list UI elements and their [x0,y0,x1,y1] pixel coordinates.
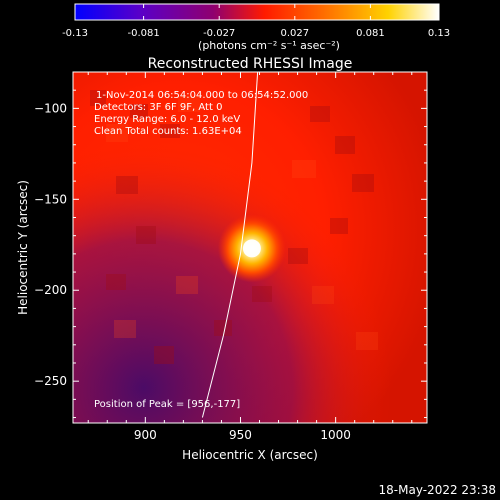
colorbar-ticks: -0.13 -0.081 -0.027 0.027 0.081 0.13 [62,4,450,39]
highlight-block [176,276,198,294]
highlight-block [106,124,128,142]
highlight-block [356,332,378,350]
heatmap-highlights [106,96,378,350]
highlight-block [292,160,316,178]
heatmap-texture [73,72,427,423]
annotation-block: 1-Nov-2014 06:54:04.000 to 06:54:52.000 … [94,90,308,137]
artifact-block [352,174,374,192]
plot-area: 900 950 1000 −100 −150 −200 −250 1-Nov-2014 06… [34,71,428,442]
annotation-detectors: Detectors: 3F 6F 9F, Att 0 [94,102,222,113]
highlight-block [312,286,334,304]
chart-title: Reconstructed RHESSI Image [148,56,353,72]
y-tick-label: −150 [34,192,67,206]
plot-frame [72,71,428,424]
y-tick-label: −250 [34,374,67,388]
x-tick-label: 900 [134,428,157,442]
artifact-block [335,136,355,154]
colorbar-tick-label: 0.081 [356,28,385,39]
flare-peak-core [242,239,261,258]
highlight-block [178,96,200,112]
highlight-block [114,320,136,338]
x-tick-label: 1000 [320,428,351,442]
annotation-time-range: 1-Nov-2014 06:54:04.000 to 06:54:52.000 [96,90,308,101]
solar-limb-line [201,72,259,418]
y-tick-label: −100 [34,101,67,115]
y-axis-label: Heliocentric Y (arcsec) [16,180,30,315]
artifact-block [116,176,138,194]
artifact-block [130,104,148,118]
artifact-block [214,320,232,336]
colorbar-tick-label: -0.13 [62,28,88,39]
x-tick-label: 950 [229,428,252,442]
heatmap-artifacts [90,90,374,364]
colorbar: -0.13 -0.081 -0.027 0.027 0.081 0.13 (photons… [62,3,450,52]
artifact-block [310,106,330,122]
colorbar-tick-label: 0.027 [280,28,309,39]
colorbar-tick-label: -0.081 [127,28,159,39]
colorbar-gradient [74,3,440,21]
peak-position-label: Position of Peak = [956,-177] [94,399,240,410]
axis-ticks: 900 950 1000 −100 −150 −200 −250 [34,71,427,442]
colorbar-unit-label: (photons cm⁻² s⁻¹ asec⁻²) [198,39,340,52]
y-tick-label: −200 [34,283,67,297]
artifact-block [288,248,308,264]
artifact-block [136,226,156,244]
colorbar-tick-label: -0.027 [203,28,235,39]
artifact-block [90,90,106,106]
artifact-block [330,218,348,234]
artifact-block [160,124,180,138]
colorbar-tick-label: 0.13 [428,28,450,39]
artifact-block [252,286,272,302]
annotation-energy-range: Energy Range: 6.0 - 12.0 keV [94,114,240,125]
timestamp: 18-May-2022 23:38 [379,483,496,497]
annotation-clean-counts: Clean Total counts: 1.63E+04 [94,126,242,137]
x-axis-label: Heliocentric X (arcsec) [182,448,318,462]
artifact-block [154,346,174,364]
artifact-block [106,274,126,290]
